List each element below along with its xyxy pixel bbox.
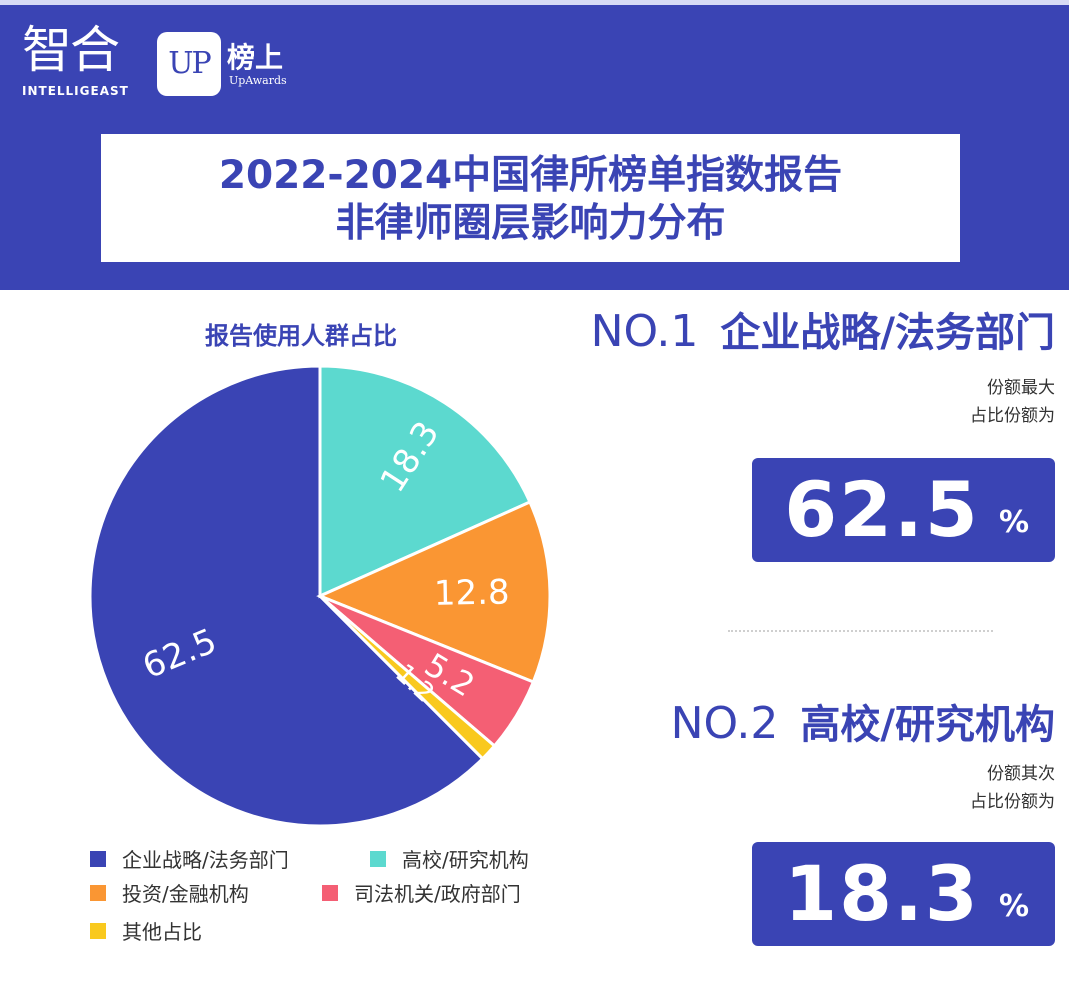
rank-1-unit: % <box>998 505 1029 540</box>
rank-2-value: 18.3 <box>784 849 980 938</box>
rank-2-name: 高校/研究机构 <box>800 702 1055 748</box>
legend-swatch-investment <box>90 884 106 901</box>
upawards-logo-en: UpAwards <box>229 74 287 87</box>
pie-slice-other <box>318 594 497 761</box>
chart-title: 报告使用人群占比 <box>205 322 397 350</box>
legend-label-judicial: 司法机关/政府部门 <box>354 882 521 906</box>
rank-1-name: 企业战略/法务部门 <box>720 310 1055 356</box>
legend-item-corporate: 企业战略/法务部门 <box>90 844 289 873</box>
header-top-line <box>0 0 1069 5</box>
legend-item-judicial: 司法机关/政府部门 <box>322 878 521 907</box>
section-divider <box>728 630 993 632</box>
legend-label-investment: 投资/金融机构 <box>122 882 249 906</box>
rank-2-unit: % <box>998 889 1029 924</box>
pie-chart: 62.518.312.85.21.2 <box>88 364 552 828</box>
legend-item-university: 高校/研究机构 <box>370 844 529 873</box>
rank-2-title: NO.2 高校/研究机构 <box>671 692 1055 750</box>
legend-swatch-judicial <box>322 884 338 901</box>
rank-1-value: 62.5 <box>784 465 980 554</box>
rank-1-sub-line-1: 份额最大 <box>987 378 1055 398</box>
zhihe-logo-en: INTELLIGEAST <box>22 84 129 98</box>
report-title-line-1: 2022-2024中国律所榜单指数报告 <box>218 153 843 198</box>
zhihe-logo: 智合 INTELLIGEAST <box>22 18 132 98</box>
legend-swatch-corporate <box>90 850 106 867</box>
rank-2-number: NO.2 <box>670 698 779 749</box>
rank-1-sub-line-2: 占比份额为 <box>970 406 1055 426</box>
rank-1-number: NO.1 <box>590 306 699 357</box>
rank-2-sub-line-1: 份额其次 <box>987 764 1055 784</box>
rank-1-value-box: 62.5 % <box>752 458 1055 562</box>
upawards-logo-cn: 榜上 <box>227 41 284 74</box>
pie-slice-university <box>318 364 532 599</box>
rank-2-subtitle: 份额其次 占比份额为 <box>970 760 1055 816</box>
pie-slice-corporate <box>88 364 485 828</box>
legend-label-university: 高校/研究机构 <box>402 848 529 872</box>
legend-label-corporate: 企业战略/法务部门 <box>122 848 289 872</box>
legend-item-other: 其他占比 <box>90 916 202 945</box>
upawards-logo-mark: UP <box>157 32 221 96</box>
legend-swatch-other <box>90 922 106 939</box>
header-banner: 智合 INTELLIGEAST UP 榜上 UpAwards 2022-2024… <box>0 0 1069 290</box>
report-title-line-2: 非律师圈层影响力分布 <box>335 201 726 246</box>
rank-1-title: NO.1 企业战略/法务部门 <box>591 300 1055 358</box>
legend-label-other: 其他占比 <box>122 920 202 944</box>
pie-label-investment: 12.8 <box>434 572 510 613</box>
zhihe-logo-cn: 智合 <box>22 21 120 79</box>
legend-swatch-university <box>370 850 386 867</box>
rank-1-subtitle: 份额最大 占比份额为 <box>970 374 1055 430</box>
legend-item-investment: 投资/金融机构 <box>90 878 249 907</box>
rank-2-value-box: 18.3 % <box>752 842 1055 946</box>
report-title-box: 2022-2024中国律所榜单指数报告 非律师圈层影响力分布 <box>101 134 960 262</box>
pie-slice-investment <box>316 500 552 684</box>
rank-2-sub-line-2: 占比份额为 <box>970 792 1055 812</box>
